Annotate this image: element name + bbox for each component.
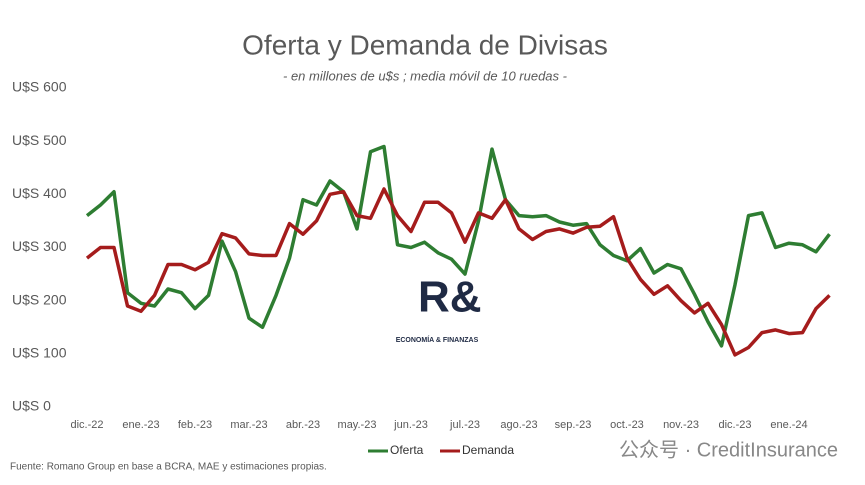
x-tick-label: jul.-23 — [449, 419, 480, 431]
legend-label: Oferta — [390, 443, 424, 457]
x-tick-label: dic.-22 — [70, 419, 103, 431]
x-tick-label: mar.-23 — [230, 419, 267, 431]
x-tick-label: ene.-23 — [122, 419, 159, 431]
watermark: 公众号 · CreditInsurance — [619, 438, 838, 461]
x-tick-label: jun.-23 — [393, 419, 428, 431]
x-tick-label: ago.-23 — [500, 419, 537, 431]
series-line — [85, 144, 831, 348]
y-tick-label: U$S 300 — [12, 238, 67, 254]
x-tick-label: feb.-23 — [178, 419, 212, 431]
x-tick-label: nov.-23 — [663, 419, 699, 431]
y-tick-label: U$S 600 — [12, 79, 67, 95]
x-tick-label: sep.-23 — [555, 419, 592, 431]
series-line — [85, 187, 831, 357]
chart-subtitle: - en millones de u$s ; media móvil de 10… — [283, 68, 568, 83]
y-tick-label: U$S 0 — [12, 398, 51, 414]
logo-text: ECONOMÍA & FINANZAS — [396, 335, 479, 344]
x-tick-label: dic.-23 — [718, 419, 751, 431]
y-tick-label: U$S 500 — [12, 132, 67, 148]
logo-mark: R& — [418, 273, 482, 322]
legend-label: Demanda — [462, 443, 514, 457]
x-tick-label: abr.-23 — [286, 419, 320, 431]
y-tick-label: U$S 100 — [12, 345, 67, 361]
y-tick-label: U$S 400 — [12, 185, 67, 201]
chart-title: Oferta y Demanda de Divisas — [242, 29, 608, 60]
x-tick-label: may.-23 — [338, 419, 377, 431]
x-tick-label: oct.-23 — [610, 419, 644, 431]
y-tick-label: U$S 200 — [12, 291, 67, 307]
source-note: Fuente: Romano Group en base a BCRA, MAE… — [10, 462, 327, 473]
x-tick-label: ene.-24 — [770, 419, 807, 431]
